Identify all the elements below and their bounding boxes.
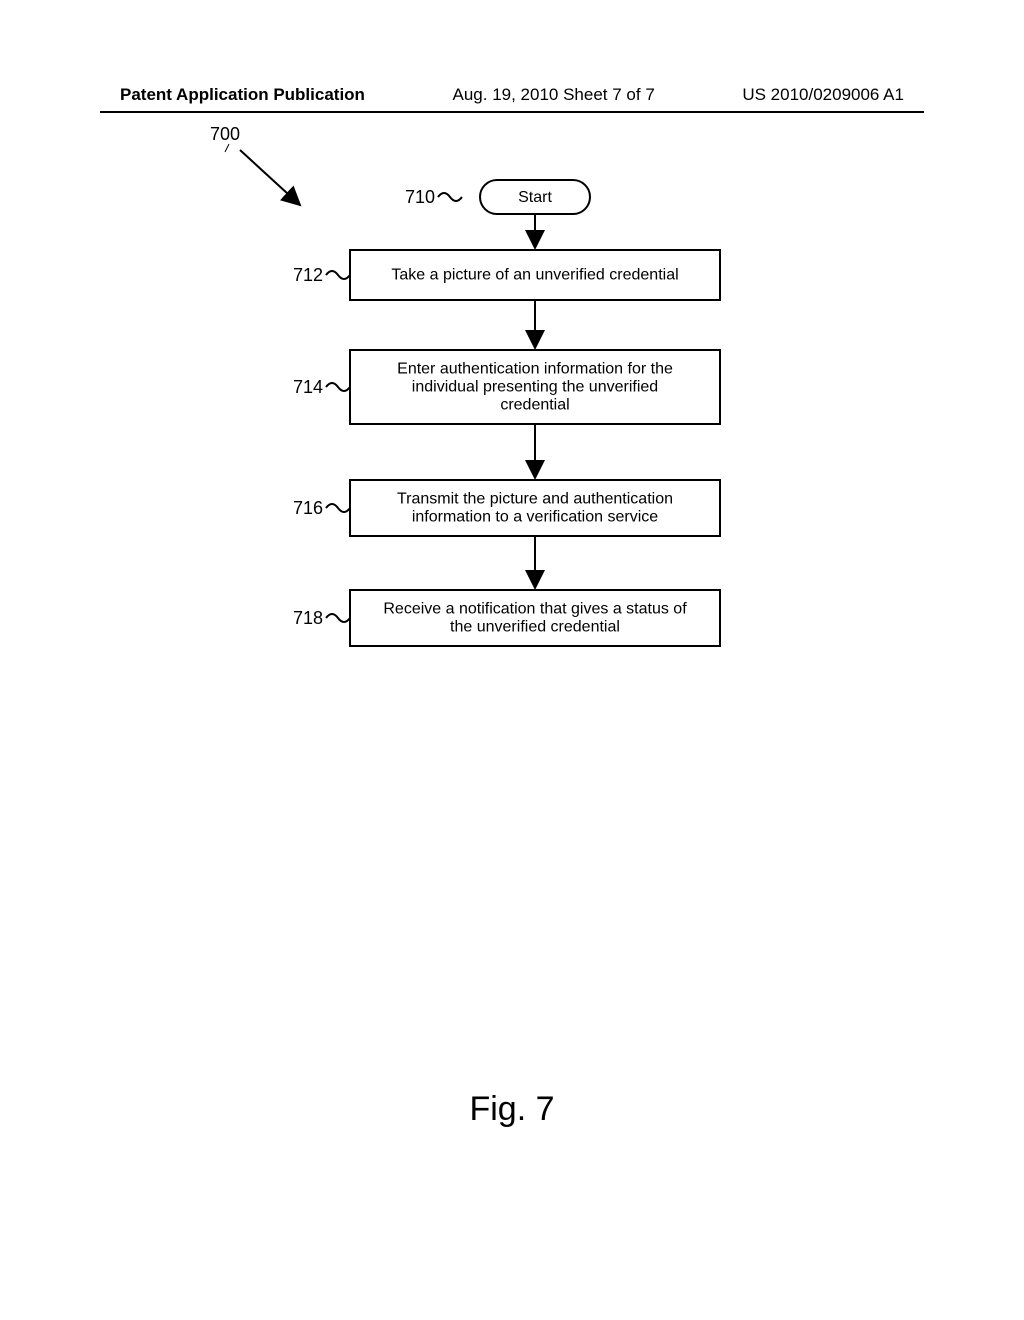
flowchart-overall-label: 700 (210, 124, 240, 144)
header-rule (100, 111, 924, 113)
step-718-line0: Receive a notification that gives a stat… (383, 601, 687, 618)
figure-label-text: Fig. 7 (469, 1090, 554, 1128)
start-node-text: Start (518, 189, 552, 206)
ref-label-716: 716 (293, 498, 323, 518)
step-714-line0: Enter authentication information for the (397, 361, 673, 378)
ref-label-710: 710 (405, 187, 435, 207)
flowchart-svg: 700 Start Take a picture of an unverified … (0, 120, 1024, 760)
header-center: Aug. 19, 2010 Sheet 7 of 7 (453, 85, 655, 105)
step-714-line2: credential (500, 397, 569, 414)
page-header: Patent Application Publication Aug. 19, … (0, 85, 1024, 113)
ref-label-718: 718 (293, 608, 323, 628)
header-right: US 2010/0209006 A1 (742, 85, 904, 105)
ref-hook-718 (326, 614, 350, 622)
step-718-line1: the unverified credential (450, 619, 620, 636)
figure-label: Fig. 7 (0, 1090, 1024, 1129)
step-716-line0: Transmit the picture and authentication (397, 491, 673, 508)
ref-hook-716 (326, 504, 350, 512)
ref-label-714: 714 (293, 377, 323, 397)
ref-hook-714 (326, 383, 350, 391)
header-row: Patent Application Publication Aug. 19, … (0, 85, 1024, 105)
ref-hook-712 (326, 271, 350, 279)
step-716-line1: information to a verification service (412, 509, 658, 526)
step-712-line0: Take a picture of an unverified credenti… (391, 267, 678, 284)
header-left: Patent Application Publication (120, 85, 365, 105)
step-714-line1: individual presenting the unverified (412, 379, 658, 396)
overall-pointer-arrow (240, 150, 300, 205)
ref-label-712: 712 (293, 265, 323, 285)
ref-hook-710 (438, 193, 462, 201)
